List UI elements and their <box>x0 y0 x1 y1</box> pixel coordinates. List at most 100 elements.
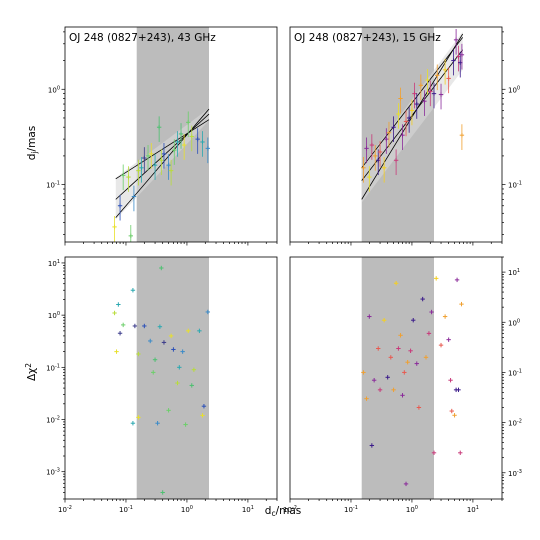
data-point <box>396 346 401 351</box>
data-point <box>377 141 383 167</box>
data-point <box>384 128 389 154</box>
data-point <box>114 349 119 354</box>
data-point <box>175 380 180 386</box>
data-point <box>361 370 366 375</box>
y-tick-label: 10-3 <box>46 468 60 477</box>
data-point <box>402 370 407 375</box>
data-point <box>136 415 141 420</box>
plot-content <box>112 257 211 499</box>
data-point <box>177 365 182 370</box>
fit-line-3 <box>115 113 210 200</box>
data-point <box>120 322 126 328</box>
data-point <box>398 87 403 114</box>
data-point <box>442 58 448 85</box>
data-point <box>166 408 171 413</box>
x-tick-label: 101 <box>242 505 254 514</box>
data-point <box>152 357 158 362</box>
x-tick-label: 100 <box>181 505 193 514</box>
data-point <box>145 145 151 171</box>
data-point <box>159 265 164 271</box>
data-point <box>197 328 202 334</box>
data-point <box>180 349 185 354</box>
data-point <box>414 361 419 366</box>
data-point <box>414 93 419 119</box>
data-point <box>371 378 377 383</box>
panel-title: OJ 248 (0827+243), 43 GHz <box>69 32 216 44</box>
data-point <box>426 331 432 336</box>
xlabel: dc/mas <box>265 505 301 518</box>
x-tick-label: 10-1 <box>344 505 358 514</box>
panel-top-right: 10-1 100 OJ 248 (0827+243), 15 GHz <box>289 26 522 246</box>
ylabel-bottom: Δχ2 <box>24 363 38 381</box>
y-tick-label: 10-2 <box>46 416 60 425</box>
data-point <box>453 28 459 55</box>
data-point <box>403 481 409 487</box>
data-point <box>398 333 403 338</box>
x-tick-label: 10-2 <box>283 505 297 514</box>
data-point <box>438 342 444 348</box>
data-point <box>361 156 366 183</box>
data-point <box>205 137 211 164</box>
data-point <box>364 396 369 401</box>
data-point <box>152 154 158 180</box>
data-point <box>456 387 461 393</box>
y-tick-label: 10-3 <box>508 469 522 478</box>
data-point <box>130 421 136 426</box>
data-point <box>459 43 465 70</box>
axes-frame <box>64 26 278 243</box>
y-tick-label: 10-1 <box>508 181 522 190</box>
data-point <box>126 166 131 192</box>
data-point <box>425 69 430 95</box>
data-point <box>400 393 405 398</box>
y-tick-label: 10-2 <box>508 419 522 428</box>
ylabel-top: dj/mas <box>26 126 39 160</box>
data-point <box>381 317 387 323</box>
x-tick-label: 10-1 <box>119 505 133 514</box>
data-point <box>156 116 162 142</box>
data-point <box>391 116 396 142</box>
data-point <box>448 378 453 383</box>
data-point <box>373 145 378 171</box>
data-point <box>391 387 396 393</box>
data-point <box>409 99 415 126</box>
data-point <box>367 314 372 319</box>
data-point <box>411 317 416 323</box>
data-point <box>191 367 197 372</box>
data-point <box>385 375 390 380</box>
data-point <box>405 359 410 365</box>
data-point <box>442 314 448 319</box>
data-point <box>128 224 133 242</box>
axes-frame <box>289 256 503 500</box>
data-point <box>168 333 174 339</box>
data-point <box>381 156 387 183</box>
shaded-region <box>136 27 209 242</box>
panel-bottom-right: 10-2 10-1 100 101 10-3 10-2 10-1 100 101 <box>283 256 522 514</box>
data-point <box>431 450 437 456</box>
data-point <box>423 355 429 360</box>
y-tick-label: 100 <box>508 85 520 94</box>
y-tick-label: 10-1 <box>46 181 60 190</box>
data-point <box>189 125 194 152</box>
data-point <box>434 276 439 281</box>
data-point <box>376 346 381 351</box>
data-point <box>186 328 191 334</box>
data-point <box>403 110 409 137</box>
data-point <box>446 67 451 94</box>
data-point <box>205 309 211 315</box>
data-point <box>161 340 167 345</box>
shaded-region <box>361 257 434 499</box>
shaded-region <box>136 257 209 499</box>
data-point <box>116 302 121 307</box>
fit-line-2 <box>115 108 210 218</box>
data-point <box>142 323 147 329</box>
data-point <box>428 80 433 107</box>
data-point <box>418 74 424 101</box>
data-point <box>422 90 427 116</box>
data-point <box>377 387 383 393</box>
plot-content <box>112 27 211 242</box>
y-tick-label: 10-1 <box>46 363 60 372</box>
y-tick-label: 101 <box>48 259 60 268</box>
data-point <box>189 383 194 388</box>
data-point <box>369 134 375 160</box>
data-point <box>132 323 138 329</box>
